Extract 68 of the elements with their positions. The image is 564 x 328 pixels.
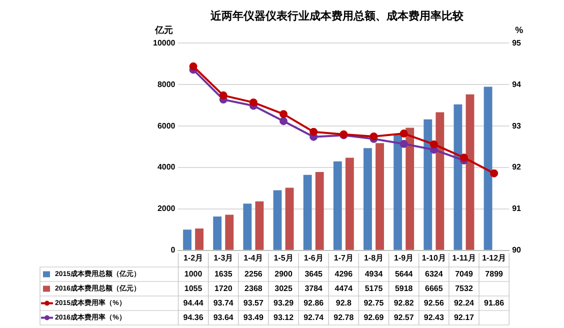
data-label: 92.86 [304,298,324,308]
y-tick-label: 2000 [157,204,176,214]
y-tick-label: 4000 [157,162,176,172]
data-label: 92.43 [424,312,444,322]
data-label: 92.69 [364,312,384,322]
data-label: 1000 [184,269,203,278]
data-label: 92.8 [336,298,352,308]
data-label: 93.29 [274,298,294,308]
data-label: 4296 [334,269,354,278]
data-label: 1635 [214,269,233,278]
data-label: 93.57 [243,298,264,308]
data-label: 4934 [364,269,384,278]
data-label: 4474 [334,284,354,293]
y-tick-label: 6000 [157,121,176,130]
data-label: 92.24 [454,298,475,308]
y2-tick-label: 91 [512,204,522,214]
x-tick-label: 1-5月 [274,253,294,262]
data-label: 3025 [274,284,293,293]
x-tick-label: 1-8月 [364,253,384,262]
data-label: 7532 [455,284,474,293]
chart-title: 近两年仪器仪表行业成本费用总额、成本费用率比较 [210,10,464,23]
data-label: 92.78 [334,312,354,322]
data-label: 93.74 [213,298,234,308]
data-label: 5175 [364,284,384,293]
y2-tick-label: 93 [512,121,522,130]
data-label: 2256 [244,269,263,278]
x-tick-label: 1-9月 [394,253,414,262]
data-label: 93.12 [274,312,294,322]
x-tick-label: 1-7月 [334,253,354,262]
y2-tick-label: 90 [512,246,522,255]
x-tick-label: 1-12月 [482,253,506,262]
data-label: 3784 [304,284,324,293]
data-label: 91.86 [484,298,505,308]
x-tick-label: 1-3月 [214,253,234,262]
x-tick-label: 1-4月 [244,253,264,262]
data-label: 7899 [485,269,504,278]
y2-axis-title: % [515,25,524,36]
y2-tick-label: 92 [512,162,522,172]
y2-tick-label: 95 [512,38,522,48]
data-label: 92.57 [394,312,414,322]
y-tick-label: 10000 [152,38,176,48]
data-label: 94.44 [183,298,204,308]
data-label: 6665 [425,284,444,293]
y-tick-label: 0 [170,246,176,255]
data-label: 92.17 [454,312,475,322]
data-label: 5644 [394,269,414,278]
data-label: 93.49 [243,312,264,322]
x-tick-label: 1-6月 [304,253,324,262]
y2-tick-label: 94 [512,80,522,89]
y-axis-title: 亿元 [154,25,173,36]
data-label: 92.56 [424,298,444,308]
data-label: 6324 [425,269,444,278]
data-label: 1055 [184,284,203,293]
data-label: 2900 [274,269,293,278]
data-label: 5918 [394,284,414,293]
data-label: 7049 [455,269,474,278]
data-label: 1720 [214,284,233,293]
data-label: 3645 [304,269,324,278]
data-label: 94.36 [183,312,204,322]
data-label: 92.75 [364,298,384,308]
y-tick-label: 8000 [157,80,176,89]
data-label: 2368 [244,284,263,293]
data-label: 92.74 [304,312,324,322]
x-tick-label: 1-2月 [184,253,204,262]
x-tick-label: 1-11月 [452,253,476,262]
data-label: 93.64 [213,312,234,322]
data-label: 92.82 [394,298,414,308]
x-tick-label: 1-10月 [422,253,446,262]
